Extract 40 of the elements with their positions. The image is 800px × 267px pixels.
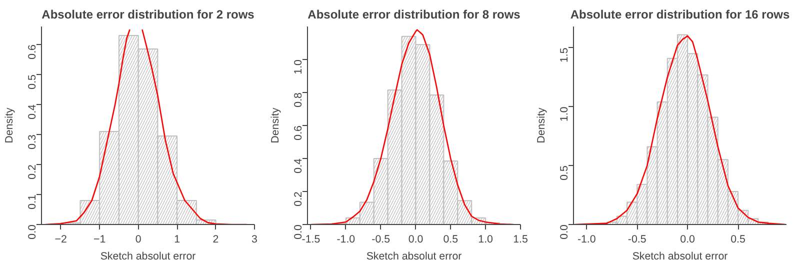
y-tick-label: 0.6: [26, 44, 38, 60]
y-axis-title: Density: [270, 107, 282, 144]
x-tick-label: -1.0: [577, 234, 596, 246]
x-tick-label: -1.5: [302, 234, 320, 246]
x-tick-label: 3: [252, 234, 258, 246]
x-tick-label: -0.5: [628, 234, 646, 246]
x-axis-title: Sketch absolut error: [632, 250, 728, 262]
y-tick-label: 1.0: [558, 106, 570, 122]
y-tick-label: 0.4: [292, 158, 304, 174]
y-tick-label: 0.2: [26, 164, 38, 180]
chart-title: Absolute error distribution for 8 rows: [308, 8, 521, 22]
x-tick-label: 0.5: [443, 234, 458, 246]
x-tick-label: −1: [94, 234, 106, 246]
y-axis-title: Density: [536, 107, 548, 144]
x-tick-label: −2: [54, 234, 68, 246]
y-tick-label: 0.5: [558, 166, 570, 180]
x-tick-label: 0: [135, 234, 142, 246]
x-tick-label: 1.0: [478, 234, 494, 246]
y-tick-label: 1.0: [292, 59, 304, 74]
x-tick-label: 0.0: [408, 234, 424, 246]
y-tick-label: 0.6: [292, 125, 304, 140]
y-tick-label: 0.1: [26, 194, 38, 210]
y-tick-label: 0.5: [26, 74, 38, 90]
x-tick-label: 0.5: [730, 234, 746, 246]
x-tick-label: 2: [212, 234, 219, 246]
y-tick-label: 0.4: [26, 104, 38, 120]
chart-title: Absolute error distribution for 16 rows: [570, 8, 790, 22]
chart-title: Absolute error distribution for 2 rows: [42, 8, 255, 22]
x-axis-title: Sketch absolut error: [366, 250, 462, 262]
x-tick-label: 1.5: [513, 234, 528, 246]
y-tick-label: 0.3: [26, 134, 38, 150]
x-tick-label: 1: [174, 234, 180, 246]
y-tick-label: 1.5: [558, 48, 570, 63]
x-axis-title: Sketch absolut error: [100, 250, 196, 262]
y-tick-label: 0.2: [292, 191, 304, 206]
x-tick-label: 0.0: [680, 234, 696, 246]
y-tick-label: 0.8: [292, 92, 304, 108]
x-tick-label: -1.0: [336, 234, 356, 246]
y-axis-title: Density: [4, 107, 16, 144]
x-tick-label: -0.5: [372, 234, 390, 246]
